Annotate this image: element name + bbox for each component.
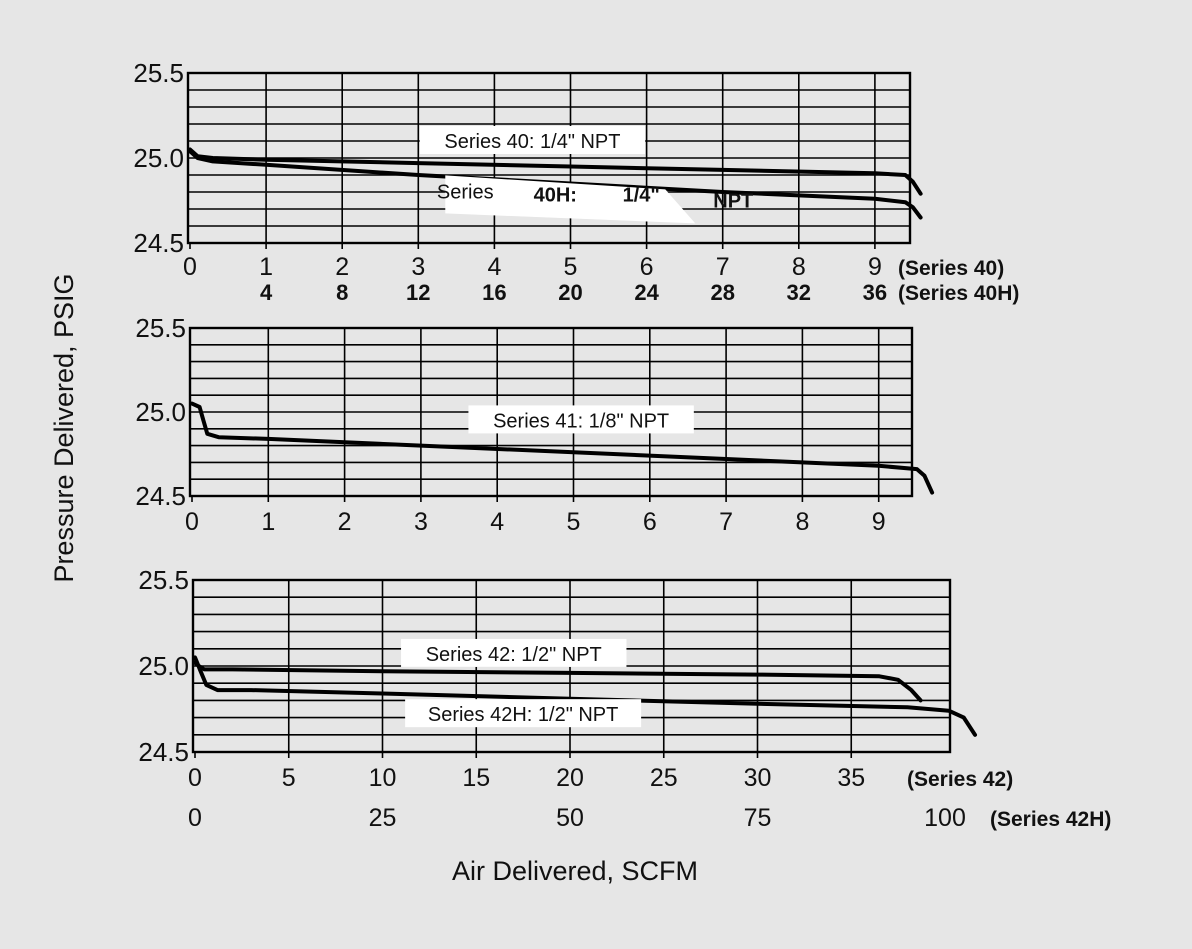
chart-panel-2: 25.5 25.0 24.50 1 2 3 4 5 6 7 8 9 Series 41: 1/8" NP… — [135, 313, 935, 536]
x-tick-label: 3 — [411, 253, 425, 281]
x-tick-label: 25 — [650, 764, 678, 792]
series-annotation: Series 42H: 1/2" NPT — [428, 704, 619, 726]
x-tick-label: 35 — [837, 764, 865, 792]
plot-frame — [188, 326, 914, 498]
x-axis-label: Air Delivered, SCFM — [452, 856, 698, 886]
y-tick-label: 25.5 — [135, 313, 186, 343]
x-tick-label: 30 — [744, 764, 772, 792]
x-tick-label: 12 — [406, 280, 430, 305]
y-tick-label: 24.5 — [133, 228, 184, 258]
series-line-2 — [193, 655, 977, 737]
series-annotation-part: 1/4" — [623, 184, 660, 206]
x-tick-label: 8 — [336, 280, 348, 305]
series-annotation: Series 40: 1/4" NPT — [444, 131, 620, 153]
series-annotation-part: NPT — [713, 190, 753, 212]
x-tick-label: 5 — [564, 253, 578, 281]
x-tick-label: 8 — [795, 508, 809, 536]
x-tick-label: 9 — [868, 253, 882, 281]
chart-panel-1: 25.525.024.50 1 2 3 4 5 6 7 8 9 (Series 40)4 8 12 16 2… — [133, 58, 1019, 305]
y-tick-label: 25.0 — [138, 651, 189, 681]
x-axis-series-name: (Series 40H) — [898, 282, 1019, 305]
x-tick-label: 3 — [414, 508, 428, 536]
series-annotation: Series 42: 1/2" NPT — [426, 644, 602, 666]
x-tick-label: 7 — [719, 508, 733, 536]
series-annotation: Series 41: 1/8" NPT — [493, 410, 669, 432]
x-tick-label: 6 — [640, 253, 654, 281]
x-tick-label: 24 — [634, 280, 659, 305]
series-line-1 — [190, 401, 935, 495]
y-tick-label: 25.5 — [138, 565, 189, 595]
y-axis-label: Pressure Delivered, PSIG — [49, 273, 79, 582]
x-tick-label: 50 — [556, 804, 584, 832]
x-axis-series-name: (Series 40) — [898, 257, 1004, 280]
plot-frame — [186, 71, 912, 245]
x-tick-label: 20 — [558, 280, 582, 305]
x-tick-label: 4 — [490, 508, 504, 536]
x-axis-series-name: (Series 42H) — [990, 808, 1111, 831]
x-tick-label: 36 — [863, 280, 887, 305]
annotation-bg — [468, 405, 694, 434]
x-tick-label: 5 — [282, 764, 296, 792]
x-tick-label: 0 — [185, 508, 199, 536]
x-tick-label: 32 — [787, 280, 811, 305]
series-annotation-part: Series — [437, 181, 494, 203]
x-tick-label: 1 — [259, 253, 273, 281]
y-tick-label: 24.5 — [138, 737, 189, 767]
x-tick-label: 8 — [792, 253, 806, 281]
x-tick-label: 6 — [643, 508, 657, 536]
series-annotation-part: 40H: — [534, 184, 577, 206]
chart-panel-3: 25.525.024.50 5 10 15 20 25 30 35 (Series 42)0 25… — [138, 565, 1111, 832]
x-tick-label: 16 — [482, 280, 506, 305]
annotation-bg — [405, 699, 642, 728]
x-tick-label: 15 — [462, 764, 490, 792]
x-tick-label: 10 — [369, 764, 397, 792]
y-tick-label: 25.0 — [135, 397, 186, 427]
x-tick-label: 4 — [260, 280, 273, 305]
plot-frame — [191, 578, 952, 754]
x-tick-label: 7 — [716, 253, 730, 281]
x-tick-label: 0 — [188, 804, 202, 832]
x-tick-label: 5 — [567, 508, 581, 536]
x-tick-label: 9 — [872, 508, 886, 536]
x-axis-series-name: (Series 42) — [907, 768, 1013, 791]
y-tick-label: 24.5 — [135, 481, 186, 511]
x-tick-label: 2 — [338, 508, 352, 536]
y-tick-label: 25.0 — [133, 143, 184, 173]
series-line-1 — [193, 660, 923, 703]
series-line-1 — [188, 147, 923, 196]
x-tick-label: 0 — [188, 764, 202, 792]
x-tick-label: 0 — [183, 253, 197, 281]
x-tick-label: 4 — [487, 253, 501, 281]
chart-panels: 25.525.024.50 1 2 3 4 5 6 7 8 9 (Series 40)4 8 12 16 2… — [133, 58, 1111, 832]
x-tick-label: 20 — [556, 764, 584, 792]
y-tick-label: 25.5 — [133, 58, 184, 88]
annotation-bg — [401, 638, 627, 667]
x-tick-label: 75 — [744, 804, 772, 832]
x-tick-label: 25 — [369, 804, 397, 832]
annotation-bg — [419, 126, 646, 154]
x-tick-label: 100 — [924, 804, 966, 832]
x-tick-label: 28 — [710, 280, 734, 305]
x-tick-label: 1 — [261, 508, 275, 536]
annotation-bg — [445, 175, 696, 224]
x-tick-label: 2 — [335, 253, 349, 281]
